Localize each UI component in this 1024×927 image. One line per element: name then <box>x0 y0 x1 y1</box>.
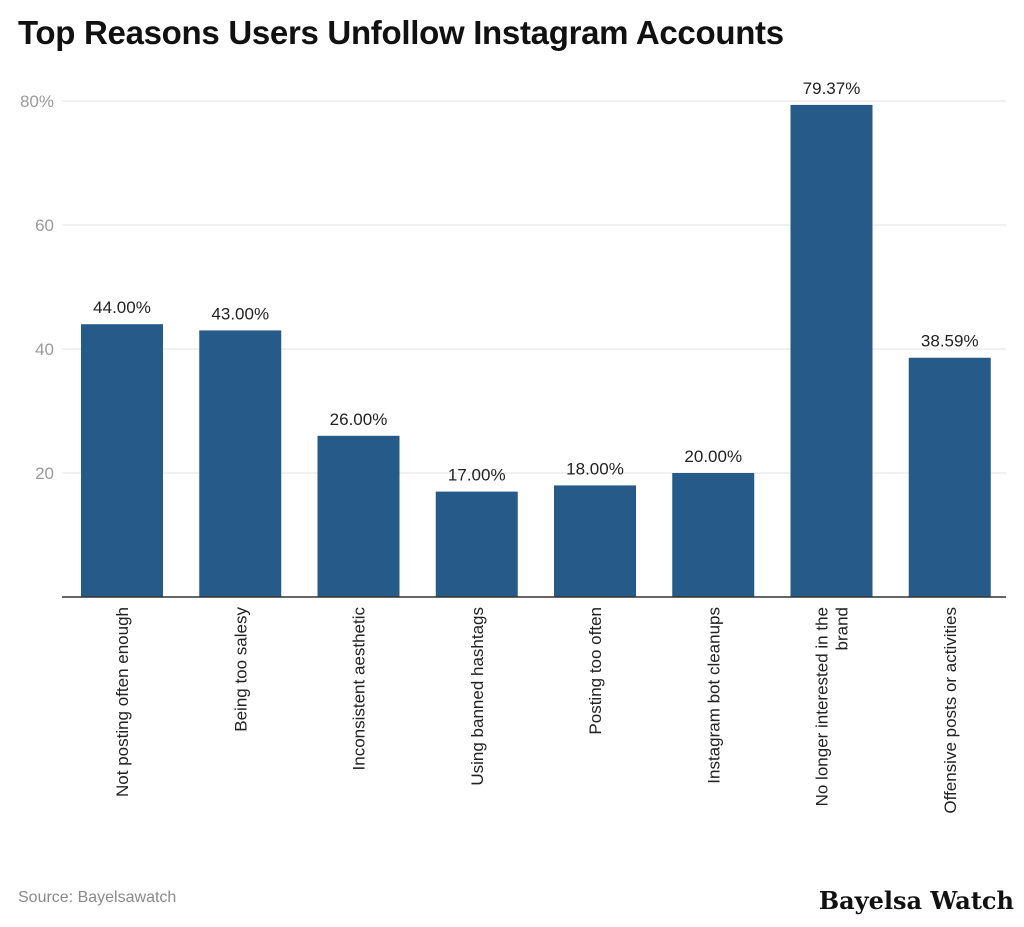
category-label-line: Offensive posts or activities <box>941 607 960 814</box>
y-tick-label: 80% <box>20 92 54 111</box>
category-label: Inconsistent aesthetic <box>350 607 369 771</box>
bar <box>81 324 163 597</box>
category-label: No longer interested in the brand <box>813 607 852 806</box>
category-label-line: Being too salesy <box>231 607 250 732</box>
y-tick-label: 20 <box>35 464 54 483</box>
category-label-line: Posting too often <box>586 607 605 735</box>
category-label-line: Instagram bot cleanups <box>704 607 723 784</box>
value-label: 79.37% <box>803 79 861 98</box>
bar <box>790 104 873 597</box>
source-note: Source: Bayelsawatch <box>18 889 177 906</box>
bars <box>81 104 991 597</box>
value-labels: 44.00% 43.00% 26.00% 17.00% 18.00% 20.00% 79.3… <box>93 79 978 485</box>
chart-title: Top Reasons Users Unfollow Instagram Acc… <box>18 14 784 51</box>
category-label: Being too salesy <box>231 607 250 732</box>
bar <box>908 357 991 597</box>
category-label: Not posting often enough <box>113 607 132 797</box>
y-tick-label: 40 <box>35 340 54 359</box>
bar <box>317 435 400 597</box>
value-label: 18.00% <box>566 459 624 478</box>
bar-chart: 20 40 60 80% 44.00% 43.00% 26.00% 17.00% 18.00%… <box>20 79 1006 814</box>
value-label: 43.00% <box>211 304 269 323</box>
bar <box>435 491 518 597</box>
y-axis-ticks: 20 40 60 80% <box>20 92 54 483</box>
category-label-line: No longer interested in the <box>813 607 832 806</box>
category-label-line: brand <box>833 607 852 650</box>
bar <box>672 473 755 597</box>
category-label: Offensive posts or activities <box>941 607 960 814</box>
category-label: Posting too often <box>586 607 605 735</box>
brand-logo-text: Bayelsa Watch <box>818 886 1014 915</box>
category-labels: Not posting often enough Being too salesy… <box>113 607 960 814</box>
category-label-line: Inconsistent aesthetic <box>350 607 369 771</box>
y-tick-label: 60 <box>35 216 54 235</box>
value-label: 26.00% <box>330 410 388 429</box>
value-label: 20.00% <box>684 447 742 466</box>
bar <box>199 330 282 597</box>
category-label: Instagram bot cleanups <box>704 607 723 784</box>
category-label: Using banned hashtags <box>468 607 487 786</box>
category-label-line: Using banned hashtags <box>468 607 487 786</box>
value-label: 38.59% <box>921 332 979 351</box>
bar <box>554 485 636 597</box>
category-label-line: Not posting often enough <box>113 607 132 797</box>
value-label: 44.00% <box>93 298 151 317</box>
value-label: 17.00% <box>448 466 506 485</box>
